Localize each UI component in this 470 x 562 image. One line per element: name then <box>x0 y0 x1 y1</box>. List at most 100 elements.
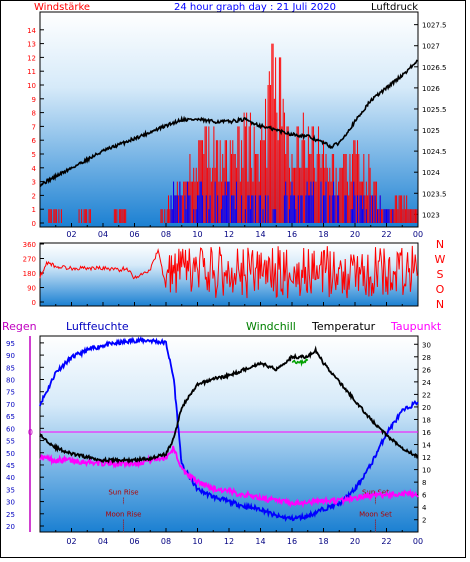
humidity-tick-label: 45 <box>6 462 15 470</box>
direction-tick-label: 0 <box>32 299 36 307</box>
compass-label: N <box>436 238 444 251</box>
y-right-tick-label: 1027 <box>422 43 440 51</box>
dewpoint-line <box>39 445 419 509</box>
humidity-line <box>39 336 419 522</box>
y-left-tick-label: 0 <box>32 220 36 228</box>
x-tick-label: 06 <box>129 230 139 239</box>
direction-tick-label: 90 <box>27 285 36 293</box>
y-left-tick-label: 4 <box>32 165 37 173</box>
x-tick-label: 02 <box>66 537 76 546</box>
wind-direction-marks <box>39 245 419 299</box>
compass-label: S <box>437 268 444 281</box>
temp-tick-label: 30 <box>422 341 431 349</box>
humidity-tick-label: 55 <box>6 438 15 446</box>
x-tick-label: 18 <box>318 230 328 239</box>
x-tick-label: 10 <box>192 537 202 546</box>
y-left-tick-label: 13 <box>27 41 36 49</box>
x-tick-label: 10 <box>192 230 202 239</box>
temp-tick-label: 4 <box>422 504 427 512</box>
temperature-line <box>39 345 419 465</box>
compass-label: N <box>436 298 444 311</box>
temperatur-label: Temperatur <box>311 320 376 333</box>
x-tick-label: 18 <box>318 537 328 546</box>
y-right-tick-label: 1025 <box>422 127 440 135</box>
temp-tick-label: 24 <box>422 379 431 387</box>
humidity-tick-label: 50 <box>6 450 15 458</box>
astro-annotation: Moon Rise <box>105 511 141 519</box>
windchill-line <box>291 358 309 367</box>
y-left-tick-label: 6 <box>32 137 37 145</box>
y-left-tick-label: 2 <box>32 192 36 200</box>
x-tick-label: 00 <box>413 230 423 239</box>
regen-label: Regen <box>2 320 37 333</box>
wind-axis-title: Windstärke <box>34 2 90 13</box>
y-right-tick-label: 1027.5 <box>422 22 447 30</box>
temp-tick-label: 18 <box>422 416 431 424</box>
humidity-tick-label: 70 <box>6 401 15 409</box>
x-tick-label: 04 <box>98 230 108 239</box>
temp-humidity-panel <box>39 335 419 533</box>
humidity-tick-label: 95 <box>6 340 15 348</box>
wind-pressure-marks <box>39 43 418 223</box>
taupunkt-label: Taupunkt <box>390 320 442 333</box>
temp-tick-label: 10 <box>422 467 431 475</box>
humidity-tick-label: 30 <box>6 499 15 507</box>
compass-label: O <box>436 283 445 296</box>
y-left-tick-label: 1 <box>32 206 36 214</box>
humidity-tick-label: 65 <box>6 413 15 421</box>
temp-tick-label: 2 <box>422 517 426 525</box>
temp-tick-label: 16 <box>422 429 431 437</box>
pressure-line <box>39 59 418 188</box>
rain-zero-label: 0 <box>28 428 33 437</box>
temp-tick-label: 6 <box>422 492 427 500</box>
y-right-tick-label: 1023.5 <box>422 190 447 198</box>
humidity-tick-label: 20 <box>6 523 15 531</box>
humidity-tick-label: 85 <box>6 364 15 372</box>
y-left-tick-label: 14 <box>27 27 36 35</box>
humidity-tick-label: 25 <box>6 511 15 519</box>
y-left-tick-label: 12 <box>27 54 36 62</box>
humidity-tick-label: 35 <box>6 486 15 494</box>
y-right-tick-label: 1024 <box>422 169 440 177</box>
y-left-tick-label: 5 <box>32 151 36 159</box>
x-tick-label: 06 <box>129 537 139 546</box>
x-tick-label: 22 <box>381 537 391 546</box>
x-tick-label: 16 <box>287 230 297 239</box>
y-left-tick-label: 10 <box>27 82 36 90</box>
direction-tick-label: 180 <box>23 270 36 278</box>
x-tick-label: 08 <box>161 230 171 239</box>
graph-title: 24 hour graph day : 21 Juli 2020 <box>174 2 336 13</box>
temp-tick-label: 8 <box>422 479 426 487</box>
x-tick-label: 16 <box>287 537 297 546</box>
y-left-tick-label: 3 <box>32 179 36 187</box>
temp-humidity-axes: 2025303540455055606570758085909524681012… <box>6 340 431 546</box>
x-tick-label: 14 <box>255 537 265 546</box>
y-right-tick-label: 1026 <box>422 85 440 93</box>
temp-tick-label: 28 <box>422 354 431 362</box>
x-tick-label: 00 <box>413 537 423 546</box>
y-left-tick-label: 11 <box>27 68 36 76</box>
x-tick-label: 20 <box>350 230 360 239</box>
wind-direction-line <box>39 245 419 299</box>
x-tick-label: 20 <box>350 537 360 546</box>
humidity-tick-label: 60 <box>6 425 15 433</box>
y-right-tick-label: 1026.5 <box>422 64 447 72</box>
pressure-axis-title: Luftdruck <box>371 2 418 13</box>
x-tick-label: 12 <box>224 230 234 239</box>
temp-tick-label: 22 <box>422 391 431 399</box>
compass-label: W <box>435 253 446 266</box>
wind-pressure-axes: 0123456789101112131410231023.510241024.5… <box>27 22 446 239</box>
x-tick-label: 04 <box>98 537 108 546</box>
y-left-tick-label: 7 <box>32 123 36 131</box>
y-right-tick-label: 1023 <box>422 211 440 219</box>
y-left-tick-label: 9 <box>32 96 36 104</box>
y-right-tick-label: 1025.5 <box>422 106 447 114</box>
humidity-tick-label: 80 <box>6 377 15 385</box>
temp-tick-label: 12 <box>422 454 431 462</box>
direction-tick-label: 270 <box>23 256 36 264</box>
astro-annotation: Moon Set <box>359 511 392 519</box>
x-tick-label: 14 <box>255 230 265 239</box>
